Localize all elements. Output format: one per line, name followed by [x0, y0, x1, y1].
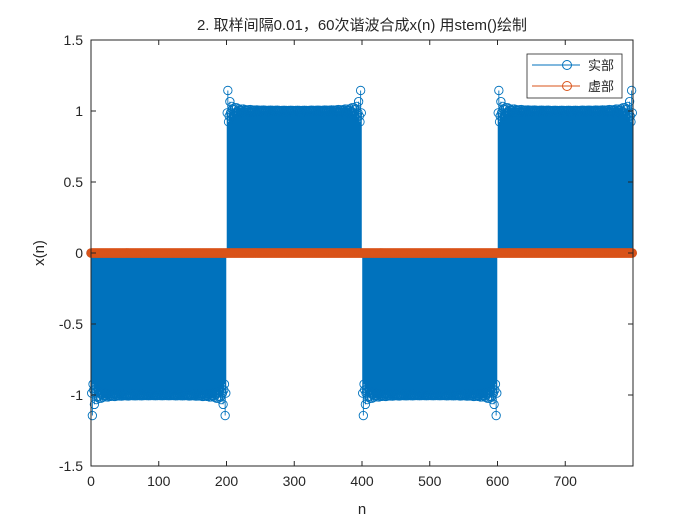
real-stem-marker	[494, 117, 505, 127]
real-stem-marker	[626, 117, 636, 127]
real-stem-marker	[626, 85, 637, 96]
x-tick-label: 600	[486, 473, 510, 489]
real-stem-marker	[486, 385, 496, 395]
real-stem-marker	[351, 101, 362, 112]
real-stem-marker	[216, 394, 226, 405]
legend-marker-real	[562, 60, 572, 70]
y-tick-label: 1.5	[64, 32, 84, 48]
series-imag-stems	[86, 248, 638, 258]
real-stem-marker	[353, 96, 364, 107]
x-tick-label: 300	[283, 473, 307, 489]
real-stem-marker	[215, 385, 225, 395]
real-stem-marker	[219, 385, 229, 395]
x-tick-label: 500	[418, 473, 442, 489]
real-stem-marker	[494, 85, 504, 96]
legend-box	[526, 53, 623, 99]
real-stem-marker	[88, 379, 98, 389]
chart-title: 2. 取样间隔0.01，60次谐波合成x(n) 用stem()绘制	[197, 17, 527, 34]
real-stem-marker	[625, 111, 635, 121]
x-tick-label: 200	[215, 473, 239, 489]
real-stem-marker	[622, 101, 633, 112]
real-stem-marker	[356, 108, 366, 118]
real-stem-marker	[621, 111, 631, 121]
real-stem-marker	[487, 394, 497, 405]
x-axis-label: n	[358, 501, 366, 518]
real-stem-marker	[355, 85, 366, 96]
y-tick-label: 0.5	[64, 174, 84, 190]
real-stem-marker	[358, 410, 368, 421]
real-stem-marker	[223, 85, 233, 96]
real-stem-marker	[354, 111, 364, 121]
real-stem-marker	[624, 96, 635, 107]
real-stem-marker	[218, 399, 228, 410]
series-real-stems	[86, 85, 637, 421]
real-stem-marker	[87, 410, 98, 421]
real-stem-marker	[489, 399, 499, 410]
real-stem-marker	[219, 379, 230, 389]
real-stem-marker	[223, 117, 234, 127]
legend: 实部 虚部	[526, 53, 623, 99]
real-stem-marker	[359, 379, 369, 389]
x-tick-label: 400	[350, 473, 374, 489]
real-stem-marker	[355, 117, 365, 127]
x-tick-label: 0	[87, 473, 95, 489]
real-stem-marker	[491, 410, 501, 421]
legend-label-imag: 虚部	[588, 80, 614, 95]
real-stem-marker	[490, 379, 501, 389]
y-tick-label: 1	[75, 103, 83, 119]
real-stem-marker	[220, 410, 230, 421]
real-stem-marker	[490, 385, 500, 395]
y-tick-label: -1.5	[59, 458, 83, 474]
real-stem-marker	[350, 111, 360, 121]
y-tick-label: -0.5	[59, 316, 83, 332]
y-axis-label: x(n)	[31, 240, 48, 266]
x-tick-label: 100	[147, 473, 171, 489]
real-stem-lines	[91, 90, 633, 416]
y-tick-label: 0	[75, 245, 83, 261]
x-axis-ticks: 0 100 200 300 400 500 600 700	[87, 40, 577, 489]
real-stem-marker	[627, 108, 637, 118]
legend-label-real: 实部	[588, 59, 614, 74]
y-tick-label: -1	[71, 387, 84, 403]
real-stem-marker	[492, 388, 502, 398]
real-stem-marker	[221, 388, 231, 398]
x-tick-label: 700	[554, 473, 578, 489]
y-axis-ticks: -1.5 -1 -0.5 0 0.5 1 1.5	[59, 32, 633, 474]
legend-marker-imag	[562, 81, 572, 91]
